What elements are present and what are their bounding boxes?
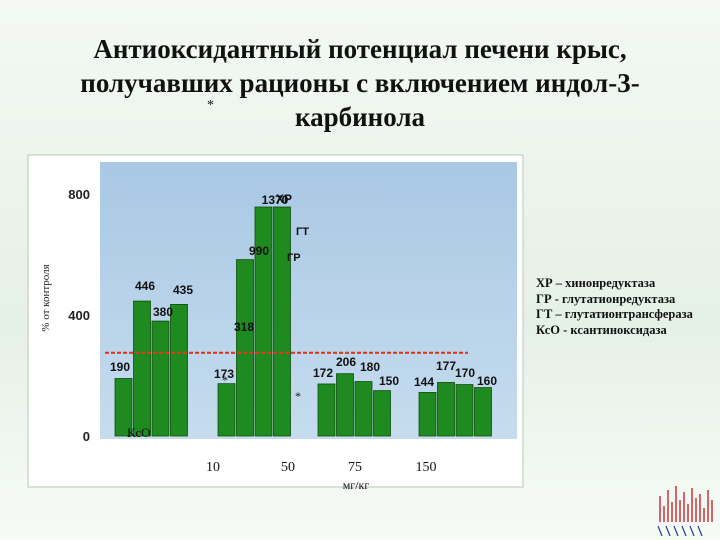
- x-axis-title: мг/кг: [343, 478, 370, 492]
- bar-150-ГТ: [455, 384, 474, 437]
- title-star-mark: *: [207, 98, 214, 113]
- value-label-75-ГР: 206: [336, 355, 356, 369]
- bar-10-ГР: [133, 300, 151, 437]
- x-tick-label-50: 50: [281, 460, 295, 475]
- value-label-10-КсО: 190: [110, 360, 130, 374]
- bar-name-xr: ХР: [276, 192, 292, 206]
- legend-item-xr: ХР – хинонредуктаза: [536, 276, 656, 290]
- value-label-150-ХР: 160: [477, 374, 497, 388]
- value-label-150-ГР: 177: [436, 359, 456, 373]
- bar-50-ХР: [273, 206, 291, 437]
- value-label-10-ГТ: 380: [153, 305, 173, 319]
- slide-title: Антиоксидантный потенциал печени крыс, п…: [80, 34, 640, 132]
- x-tick-label-150: 150: [416, 460, 437, 475]
- bar-name-gr: ГР: [287, 252, 301, 264]
- bar-75-ГТ: [354, 381, 373, 437]
- legend-item-gr: ГР - глутатионредуктаза: [536, 291, 676, 306]
- x-tick-label-75: 75: [348, 460, 362, 475]
- value-label-50-ГР: 318: [234, 320, 254, 334]
- bar-75-ГР: [336, 373, 354, 437]
- x-tick-label-10: 10: [206, 460, 220, 475]
- y-tick-label: 400: [68, 308, 90, 323]
- bar-name-gt: ГТ: [296, 226, 309, 238]
- bar-75-КсО: [317, 383, 336, 437]
- significance-star: *: [222, 373, 228, 387]
- value-label-75-ХР: 150: [379, 374, 399, 388]
- value-label-50-ГТ: 990: [249, 244, 269, 258]
- bar-10-ХР: [170, 304, 188, 437]
- value-label-150-ГТ: 170: [455, 366, 475, 380]
- bar-10-КсО: [114, 378, 133, 437]
- y-tick-label: 800: [68, 187, 90, 202]
- value-label-50-ХР: 1370: [262, 193, 289, 207]
- y-tick-label: 0: [83, 429, 90, 444]
- bar-50-ГР: [236, 259, 254, 437]
- value-label-50-КсО: 173: [214, 367, 234, 381]
- significance-star: *: [295, 389, 301, 403]
- bar-75-ХР: [373, 390, 391, 437]
- decorative-bars-graphic: [657, 486, 713, 537]
- value-label-150-КсО: 144: [414, 375, 434, 389]
- y-axis-title: % от контроля: [40, 264, 52, 331]
- bar-50-ГТ: [254, 206, 273, 437]
- value-label-75-ГТ: 180: [360, 360, 380, 374]
- bar-150-КсО: [418, 392, 437, 437]
- value-label-10-ГР: 446: [135, 279, 155, 293]
- bar-10-ГТ: [151, 320, 170, 437]
- value-label-75-КсО: 172: [313, 366, 333, 380]
- legend-item-kso: КсО - ксантиноксидаза: [536, 322, 667, 337]
- bar-150-ХР: [474, 387, 492, 437]
- bar-150-ГР: [437, 382, 455, 437]
- value-label-10-ХР: 435: [173, 283, 193, 297]
- legend: ХР – хинонредуктаза ГР - глутатионредукт…: [536, 276, 693, 338]
- legend-item-gt: ГТ – глутатионтрансфераза: [536, 307, 693, 321]
- bar-50-КсО: [217, 383, 236, 437]
- bar-name-kso: КсО: [127, 425, 151, 440]
